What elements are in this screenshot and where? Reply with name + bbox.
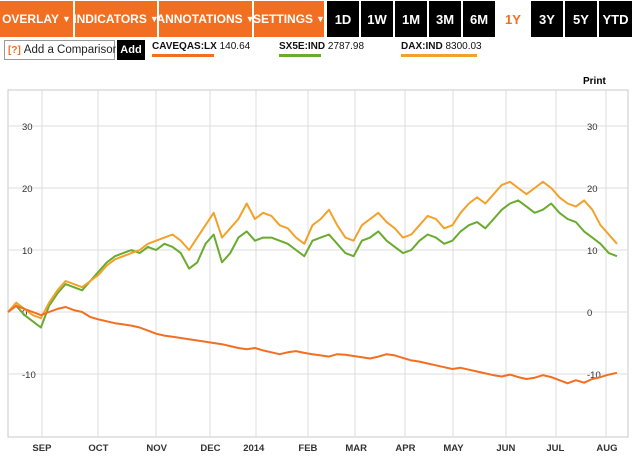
x-tick-label: DEC [200, 443, 220, 454]
range-1m-label: 1M [401, 11, 421, 27]
settings-menu-button[interactable]: SETTINGS ▼ [253, 1, 325, 37]
y-tick-label-right: 30 [587, 122, 598, 133]
x-tick-label: JUL [546, 443, 564, 454]
range-ytd-label: YTD [602, 11, 629, 27]
legend-symbol: DAX:IND [401, 41, 443, 52]
comparison-box: [?] [4, 40, 116, 60]
range-ytd-button[interactable]: YTD [599, 1, 632, 37]
y-tick-label-left: 10 [22, 246, 33, 257]
x-tick-label: AUG [596, 443, 617, 454]
x-tick-label: MAR [345, 443, 367, 454]
series-line-dax-ind [7, 180, 618, 320]
y-tick-label-left: -10 [22, 370, 36, 381]
range-5y-label: 5Y [573, 11, 589, 27]
legend-color-bar-sx5e [279, 54, 321, 57]
y-tick-label-left: 20 [22, 184, 33, 195]
legend-symbol: SX5E:IND [279, 41, 326, 52]
chevron-down-icon: ▼ [149, 14, 159, 24]
add-comparison-label: Add [120, 44, 142, 56]
legend-item-caveqas: CAVEQAS:LX 140.64 [152, 41, 250, 52]
y-tick-label-right: 20 [587, 184, 598, 195]
legend-item-dax: DAX:IND 8300.03 [401, 41, 482, 52]
range-3m-label: 3M [435, 11, 455, 27]
plot-area-border [7, 89, 629, 438]
settings-menu-label: SETTINGS [253, 12, 314, 26]
x-tick-label: APR [395, 443, 415, 454]
legend-color-bar-dax [401, 54, 477, 57]
range-3y-label: 3Y [539, 11, 555, 27]
x-tick-label: 2014 [243, 443, 265, 454]
y-tick-label-right: 10 [587, 246, 598, 257]
chart-toolbar: OVERLAY ▼ INDICATORS ▼ ANNOTATIONS ▼ SETTIN… [0, 0, 632, 37]
range-3m-button[interactable]: 3M [429, 1, 461, 37]
chevron-down-icon: ▼ [61, 14, 71, 24]
x-tick-label: MAY [443, 443, 464, 454]
y-tick-label-left: 0 [22, 308, 27, 319]
y-tick-label-right: -10 [587, 370, 601, 381]
series-line-sx5e-ind [7, 199, 618, 329]
range-1w-button[interactable]: 1W [361, 1, 393, 37]
y-tick-label-right: 0 [587, 308, 592, 319]
annotations-menu-label: ANNOTATIONS [156, 12, 243, 26]
legend-color-bar-caveqas [152, 54, 214, 57]
x-tick-label: NOV [146, 443, 167, 454]
overlay-menu-button[interactable]: OVERLAY ▼ [0, 1, 73, 37]
x-tick-label: JUN [496, 443, 515, 454]
x-tick-label: OCT [88, 443, 108, 454]
range-1m-button[interactable]: 1M [395, 1, 427, 37]
chevron-down-icon: ▼ [316, 14, 325, 24]
y-tick-label-left: 30 [22, 122, 33, 133]
range-1d-button[interactable]: 1D [327, 1, 359, 37]
indicators-menu-label: INDICATORS [73, 12, 147, 26]
range-5y-button[interactable]: 5Y [565, 1, 597, 37]
legend-symbol: CAVEQAS:LX [152, 41, 217, 52]
x-tick-label: SEP [32, 443, 52, 454]
range-6m-button[interactable]: 6M [463, 1, 495, 37]
range-1w-label: 1W [367, 11, 387, 27]
indicators-menu-button[interactable]: INDICATORS ▼ [73, 1, 159, 37]
comparison-input[interactable] [20, 42, 116, 58]
overlay-menu-label: OVERLAY [2, 12, 59, 26]
range-1y-button[interactable]: 1Y [497, 1, 529, 37]
range-1y-label: 1Y [505, 11, 521, 27]
annotations-menu-button[interactable]: ANNOTATIONS ▼ [156, 1, 255, 37]
legend-value: 140.64 [219, 41, 251, 52]
x-tick-label: FEB [298, 443, 317, 454]
legend-item-sx5e: SX5E:IND 2787.98 [279, 41, 364, 52]
series-line-caveqas-lx [7, 304, 618, 385]
range-3y-button[interactable]: 3Y [531, 1, 563, 37]
help-icon[interactable]: [?] [8, 44, 21, 56]
print-link[interactable]: Print [583, 76, 606, 87]
add-comparison-button[interactable]: Add [117, 40, 145, 60]
legend-value: 8300.03 [445, 41, 482, 52]
range-1d-label: 1D [334, 11, 352, 27]
range-6m-label: 6M [469, 11, 489, 27]
chevron-down-icon: ▼ [245, 14, 255, 24]
legend-value: 2787.98 [327, 41, 365, 52]
